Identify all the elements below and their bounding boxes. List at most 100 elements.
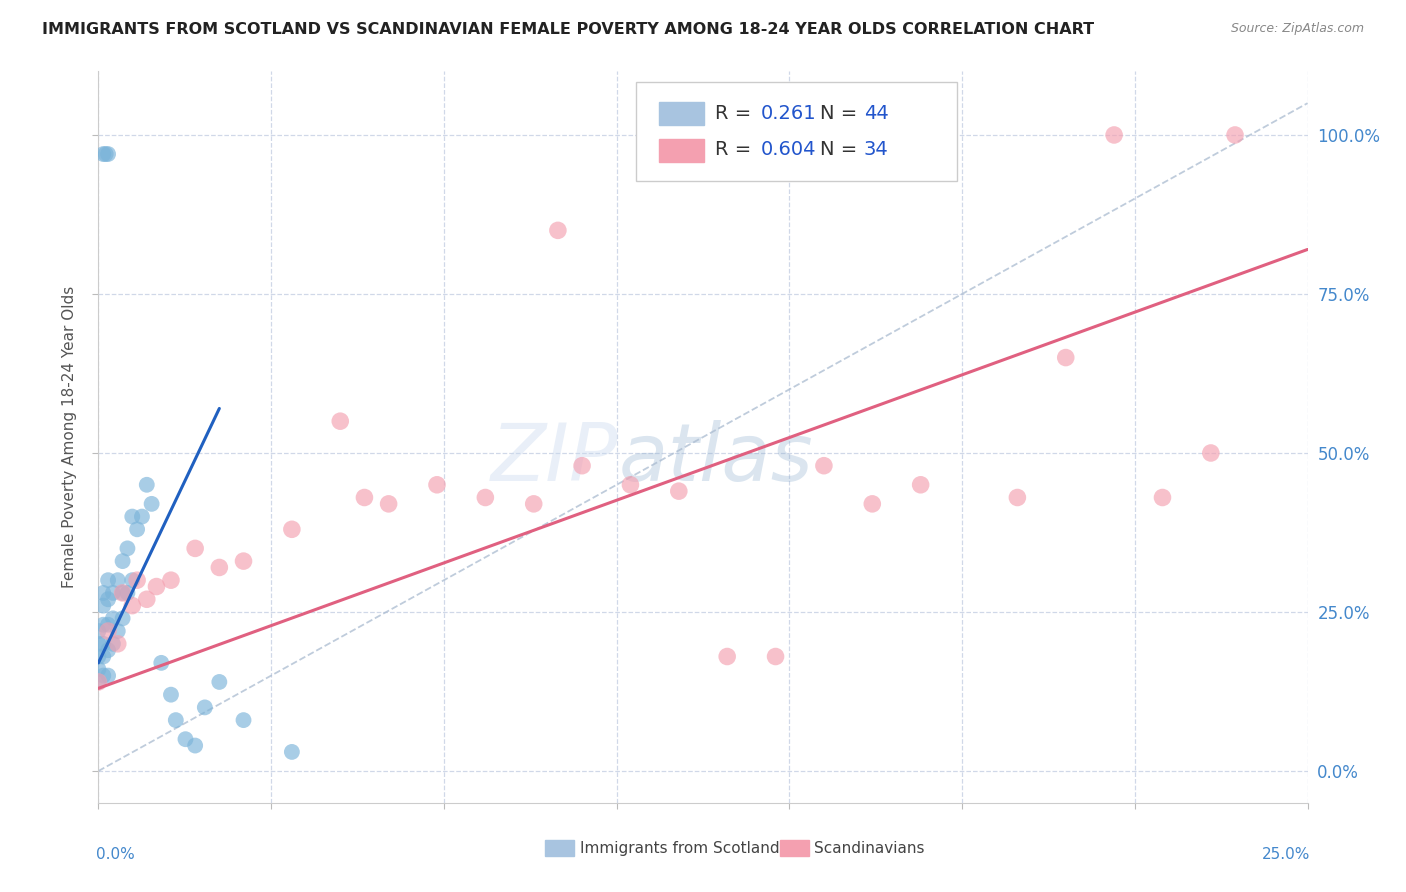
Point	[91, 147, 114, 161]
Point	[87, 649, 110, 664]
Point	[135, 477, 157, 491]
Point	[145, 580, 167, 594]
FancyBboxPatch shape	[544, 840, 574, 856]
Point	[523, 497, 546, 511]
Point	[87, 675, 110, 690]
Text: Scandinavians: Scandinavians	[814, 840, 925, 855]
Text: N =: N =	[820, 103, 863, 122]
Point	[281, 745, 304, 759]
Point	[571, 458, 593, 473]
Text: 0.0%: 0.0%	[96, 847, 135, 862]
Point	[426, 477, 449, 491]
Text: atlas: atlas	[619, 420, 813, 498]
Point	[1102, 128, 1125, 142]
Point	[91, 668, 114, 682]
Y-axis label: Female Poverty Among 18-24 Year Olds: Female Poverty Among 18-24 Year Olds	[62, 286, 77, 588]
Point	[619, 477, 641, 491]
Point	[1223, 128, 1246, 142]
Point	[91, 637, 114, 651]
Point	[87, 662, 110, 676]
Point	[1199, 446, 1222, 460]
Point	[121, 509, 143, 524]
Point	[208, 560, 231, 574]
Point	[232, 554, 254, 568]
Point	[131, 509, 153, 524]
Point	[150, 656, 173, 670]
Point	[101, 611, 124, 625]
Point	[174, 732, 197, 747]
Point	[547, 223, 569, 237]
Point	[329, 414, 352, 428]
Point	[97, 643, 120, 657]
Point	[111, 586, 134, 600]
Text: 25.0%: 25.0%	[1261, 847, 1310, 862]
Point	[121, 599, 143, 613]
Point	[1007, 491, 1029, 505]
Point	[97, 147, 120, 161]
Point	[117, 586, 139, 600]
Point	[165, 713, 187, 727]
Text: 44: 44	[863, 103, 889, 122]
Point	[101, 637, 124, 651]
Point	[91, 649, 114, 664]
Point	[87, 637, 110, 651]
Point	[474, 491, 496, 505]
Point	[765, 649, 787, 664]
Point	[97, 668, 120, 682]
FancyBboxPatch shape	[780, 840, 810, 856]
FancyBboxPatch shape	[659, 138, 704, 162]
Point	[97, 624, 120, 638]
Point	[208, 675, 231, 690]
Point	[107, 624, 129, 638]
Point	[910, 477, 932, 491]
Point	[111, 586, 134, 600]
FancyBboxPatch shape	[659, 102, 704, 126]
Text: Source: ZipAtlas.com: Source: ZipAtlas.com	[1230, 22, 1364, 36]
FancyBboxPatch shape	[637, 82, 957, 181]
Text: ZIP: ZIP	[491, 420, 619, 498]
Point	[97, 592, 120, 607]
Point	[91, 617, 114, 632]
Point	[860, 497, 883, 511]
Point	[111, 611, 134, 625]
Point	[91, 586, 114, 600]
Text: Immigrants from Scotland: Immigrants from Scotland	[579, 840, 779, 855]
Point	[97, 573, 120, 587]
Point	[91, 599, 114, 613]
Text: 0.604: 0.604	[761, 140, 817, 159]
Point	[117, 541, 139, 556]
Point	[121, 573, 143, 587]
Point	[232, 713, 254, 727]
Text: 0.261: 0.261	[761, 103, 817, 122]
Point	[668, 484, 690, 499]
Point	[141, 497, 163, 511]
Point	[353, 491, 375, 505]
Point	[184, 739, 207, 753]
Point	[160, 688, 183, 702]
Text: 34: 34	[863, 140, 889, 159]
Point	[127, 522, 149, 536]
Point	[281, 522, 304, 536]
Point	[160, 573, 183, 587]
Point	[97, 617, 120, 632]
Point	[94, 147, 117, 161]
Point	[107, 637, 129, 651]
Text: R =: R =	[716, 140, 758, 159]
Point	[135, 592, 157, 607]
Point	[194, 700, 217, 714]
Point	[87, 675, 110, 690]
Point	[127, 573, 149, 587]
Point	[87, 624, 110, 638]
Point	[1152, 491, 1174, 505]
Text: IMMIGRANTS FROM SCOTLAND VS SCANDINAVIAN FEMALE POVERTY AMONG 18-24 YEAR OLDS CO: IMMIGRANTS FROM SCOTLAND VS SCANDINAVIAN…	[42, 22, 1094, 37]
Point	[107, 573, 129, 587]
Point	[111, 554, 134, 568]
Point	[1054, 351, 1077, 365]
Point	[184, 541, 207, 556]
Point	[813, 458, 835, 473]
Text: N =: N =	[820, 140, 863, 159]
Point	[377, 497, 399, 511]
Point	[101, 586, 124, 600]
Text: R =: R =	[716, 103, 758, 122]
Point	[716, 649, 738, 664]
